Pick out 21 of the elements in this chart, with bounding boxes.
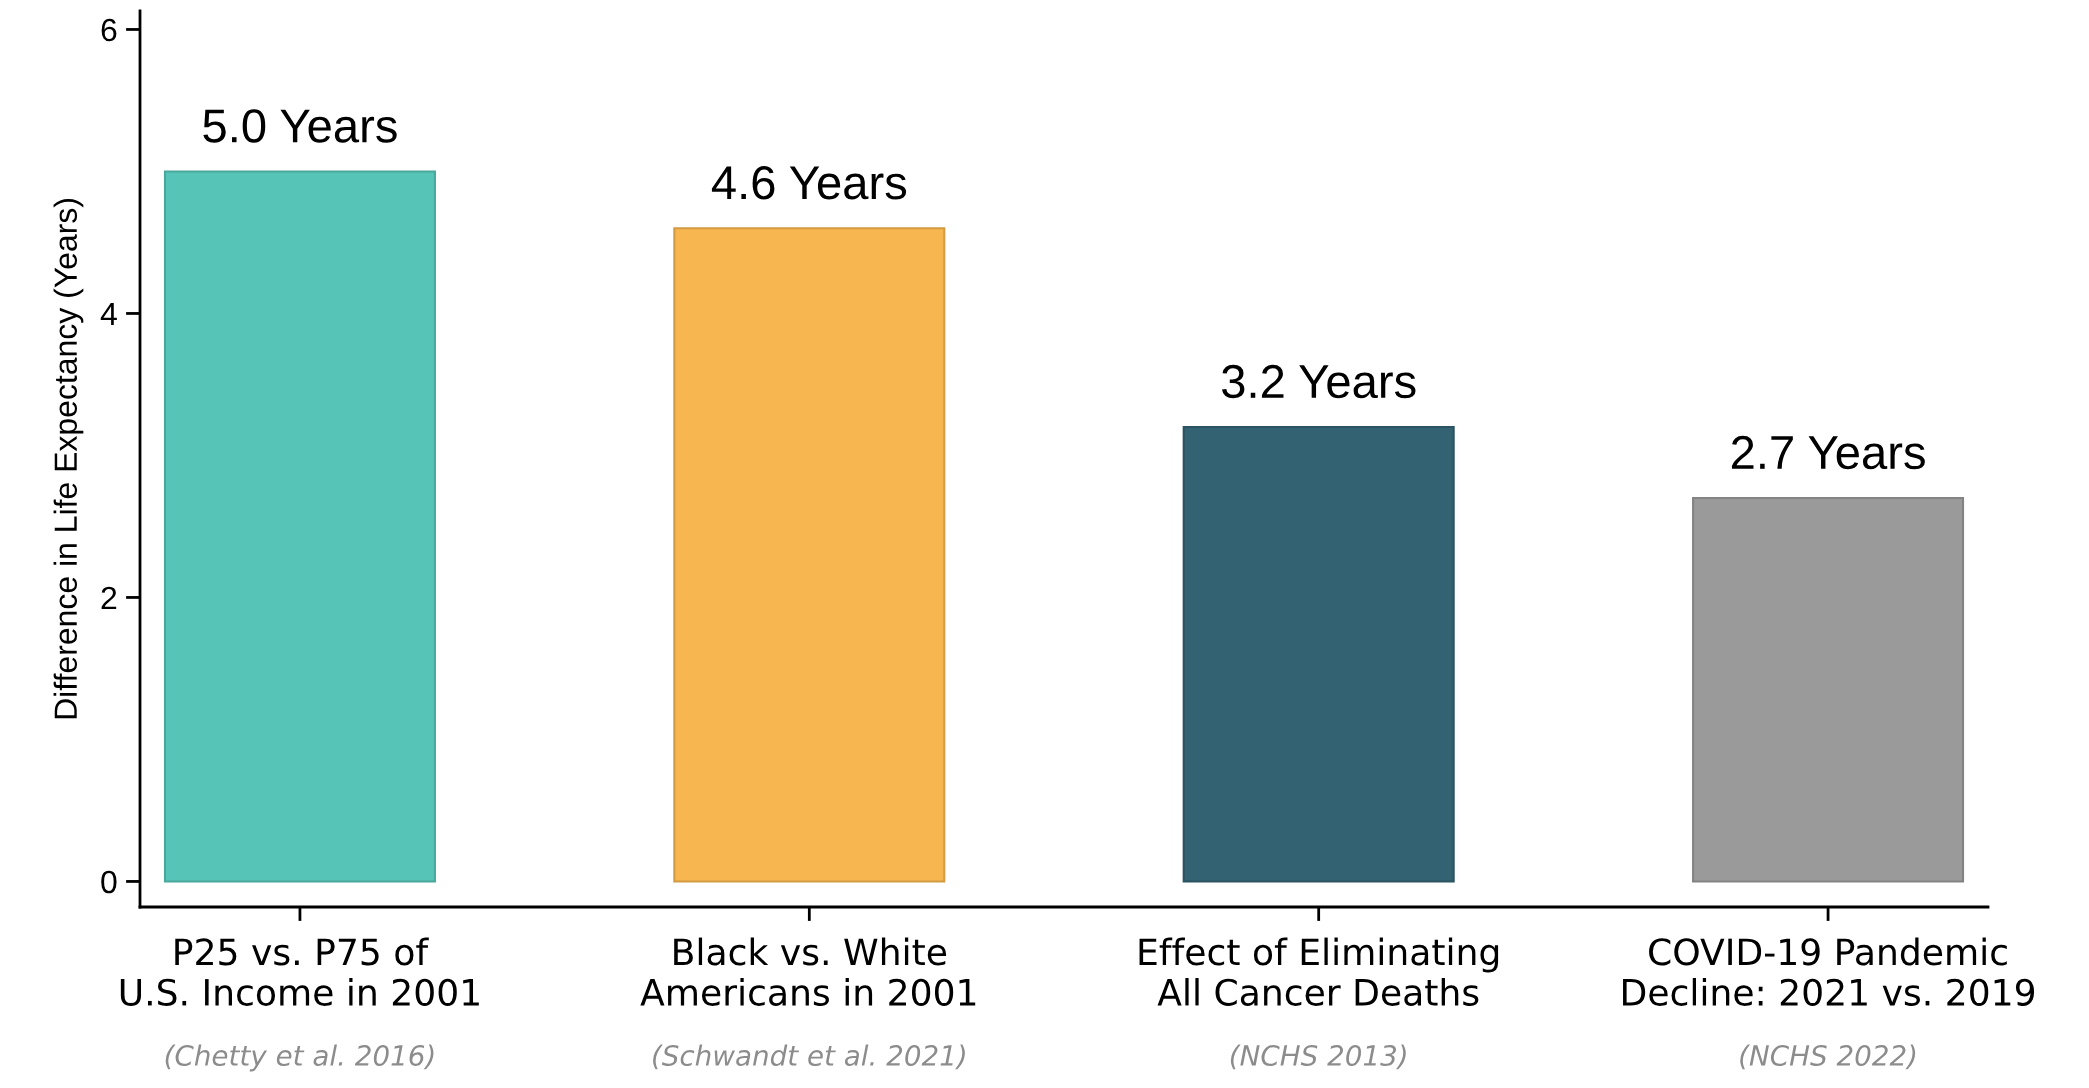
text: (NCHS 2022)	[1740, 1044, 1916, 1070]
text: (NCHS 2013)	[1230, 1044, 1406, 1070]
bar	[1692, 497, 1965, 883]
x-tick-label: P25 vs. P75 of U.S. Income in 2001	[120, 937, 479, 1006]
bar	[1182, 426, 1455, 883]
bar	[163, 170, 436, 883]
text: (Schwandt et al. 2021)	[653, 1044, 965, 1070]
x-tick-label: Black vs. White Americans in 2001	[640, 937, 976, 1006]
y-tick-label: 2	[101, 586, 117, 610]
y-tick-label: 4	[100, 303, 117, 326]
text: (Chetty et al. 2016)	[165, 1044, 434, 1072]
y-tick-label: 0	[101, 870, 117, 894]
x-tick-label: COVID-19 Pandemic Decline: 2021 vs. 2019	[1623, 937, 2035, 1006]
y-tick-label: 6	[101, 18, 117, 42]
data-label: 2.7 Years	[1731, 435, 1925, 470]
bar	[673, 227, 946, 883]
x-tick-label: Effect of Eliminating All Cancer Deaths	[1139, 937, 1499, 1006]
data-label: 3.2 Years	[1222, 364, 1416, 399]
data-label: 4.6 Years	[711, 166, 907, 200]
data-label: 5.0 Years	[203, 109, 397, 143]
y-axis-title: Difference in Life Expectancy (Years)	[53, 199, 84, 719]
